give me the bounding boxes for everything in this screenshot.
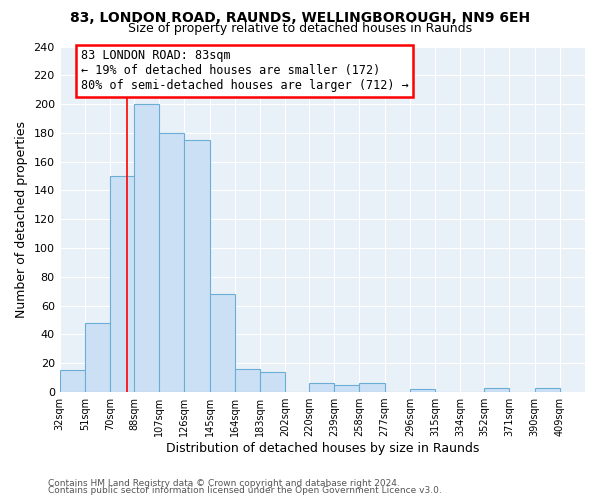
- Bar: [184, 140, 209, 392]
- Bar: [134, 104, 159, 392]
- Bar: [209, 294, 235, 392]
- X-axis label: Distribution of detached houses by size in Raunds: Distribution of detached houses by size …: [166, 442, 479, 455]
- Text: Contains public sector information licensed under the Open Government Licence v3: Contains public sector information licen…: [48, 486, 442, 495]
- Bar: [260, 372, 285, 392]
- Bar: [110, 176, 135, 392]
- Bar: [359, 384, 385, 392]
- Bar: [59, 370, 85, 392]
- Bar: [85, 323, 110, 392]
- Bar: [334, 385, 359, 392]
- Bar: [484, 388, 509, 392]
- Y-axis label: Number of detached properties: Number of detached properties: [15, 121, 28, 318]
- Text: 83, LONDON ROAD, RAUNDS, WELLINGBOROUGH, NN9 6EH: 83, LONDON ROAD, RAUNDS, WELLINGBOROUGH,…: [70, 11, 530, 25]
- Bar: [309, 384, 334, 392]
- Bar: [535, 388, 560, 392]
- Bar: [235, 369, 260, 392]
- Bar: [159, 133, 184, 392]
- Text: Contains HM Land Registry data © Crown copyright and database right 2024.: Contains HM Land Registry data © Crown c…: [48, 478, 400, 488]
- Text: Size of property relative to detached houses in Raunds: Size of property relative to detached ho…: [128, 22, 472, 35]
- Bar: [410, 389, 435, 392]
- Text: 83 LONDON ROAD: 83sqm
← 19% of detached houses are smaller (172)
80% of semi-det: 83 LONDON ROAD: 83sqm ← 19% of detached …: [81, 50, 409, 92]
